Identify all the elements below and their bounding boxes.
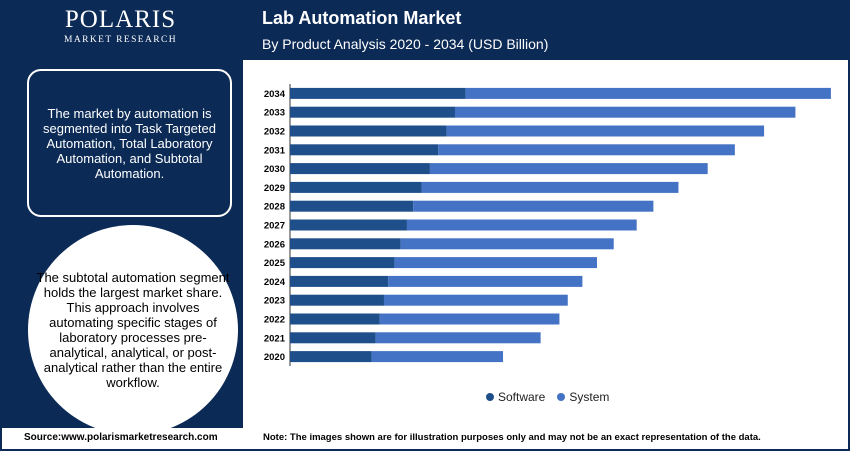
y-tick-label: 2022 [264, 315, 285, 326]
y-tick-label: 2032 [264, 127, 285, 138]
y-tick-label: 2026 [264, 239, 285, 250]
y-tick-label: 2033 [264, 108, 285, 119]
y-tick-label: 2034 [264, 89, 286, 100]
bar-chart: 2034 2033 2032 2031 2030 2029 2028 2027 2026 2025… [264, 84, 831, 366]
legend: Software System [486, 390, 621, 404]
y-tick-label: 2028 [264, 202, 285, 213]
bar-software-2027 [290, 219, 407, 231]
logo: POLARIS MARKET RESEARCH [0, 6, 241, 46]
legend-swatch-system [557, 393, 566, 401]
legend-label-system: System [569, 390, 610, 404]
chart-subtitle: By Product Analysis 2020 - 2034 (USD Bil… [262, 36, 549, 52]
segment-info-text: The market by automation is segmented in… [43, 105, 216, 181]
bar-software-2024 [290, 275, 389, 287]
bar-system-2025 [394, 257, 598, 269]
y-tick-label: 2023 [264, 296, 285, 307]
y-tick-label: 2025 [264, 258, 286, 269]
bar-software-2028 [290, 200, 414, 212]
highlight-text: The subtotal automation segment holds th… [36, 270, 230, 390]
bar-system-2021 [375, 332, 541, 344]
y-tick-label: 2029 [264, 183, 285, 194]
y-tick-label: 2021 [264, 333, 286, 344]
bar-system-2028 [413, 200, 654, 212]
segment-info-box: The market by automation is segmented in… [27, 69, 232, 217]
bar-software-2033 [290, 106, 455, 118]
bar-software-2032 [290, 125, 447, 137]
y-tick-label: 2027 [264, 221, 285, 232]
bar-system-2030 [429, 163, 708, 175]
chart-title: Lab Automation Market [262, 8, 462, 28]
bar-software-2029 [290, 181, 422, 193]
bar-software-2022 [290, 313, 380, 325]
logo-tagline: MARKET RESEARCH [64, 35, 177, 45]
legend-item-software: Software [486, 390, 545, 404]
bar-system-2033 [454, 106, 796, 118]
footer: Source:www.polarismarketresearch.com Not… [2, 428, 848, 448]
bar-system-2029 [421, 181, 679, 193]
bar-system-2031 [438, 144, 735, 156]
bar-system-2032 [446, 125, 765, 137]
y-tick-label: 2031 [264, 145, 286, 156]
bar-system-2024 [388, 275, 583, 287]
logo-name: POLARIS [64, 6, 177, 33]
y-tick-label: 2024 [264, 277, 286, 288]
source-text: Source:www.polarismarketresearch.com [24, 432, 218, 443]
bar-software-2025 [290, 257, 395, 269]
y-tick-label: 2020 [264, 352, 285, 363]
highlight-circle: The subtotal automation segment holds th… [28, 225, 238, 435]
bar-system-2027 [406, 219, 637, 231]
bar-system-2020 [371, 351, 504, 363]
bar-software-2023 [290, 294, 384, 306]
legend-item-system: System [557, 390, 609, 404]
bar-software-2020 [290, 351, 372, 363]
logo-wordmark: POLARIS [0, 6, 241, 34]
bar-software-2026 [290, 238, 401, 250]
bar-system-2026 [400, 238, 614, 250]
bar-system-2022 [379, 313, 560, 325]
bar-system-2034 [465, 87, 831, 99]
bar-software-2021 [290, 332, 376, 344]
bar-software-2034 [290, 87, 466, 99]
disclaimer-text: Note: The images shown are for illustrat… [263, 432, 761, 443]
bar-software-2031 [290, 144, 439, 156]
header-strip [243, 2, 848, 60]
bar-system-2023 [383, 294, 568, 306]
y-tick-label: 2030 [264, 164, 285, 175]
bar-software-2030 [290, 163, 430, 175]
legend-label-software: Software [498, 390, 546, 404]
legend-swatch-software [486, 393, 494, 401]
